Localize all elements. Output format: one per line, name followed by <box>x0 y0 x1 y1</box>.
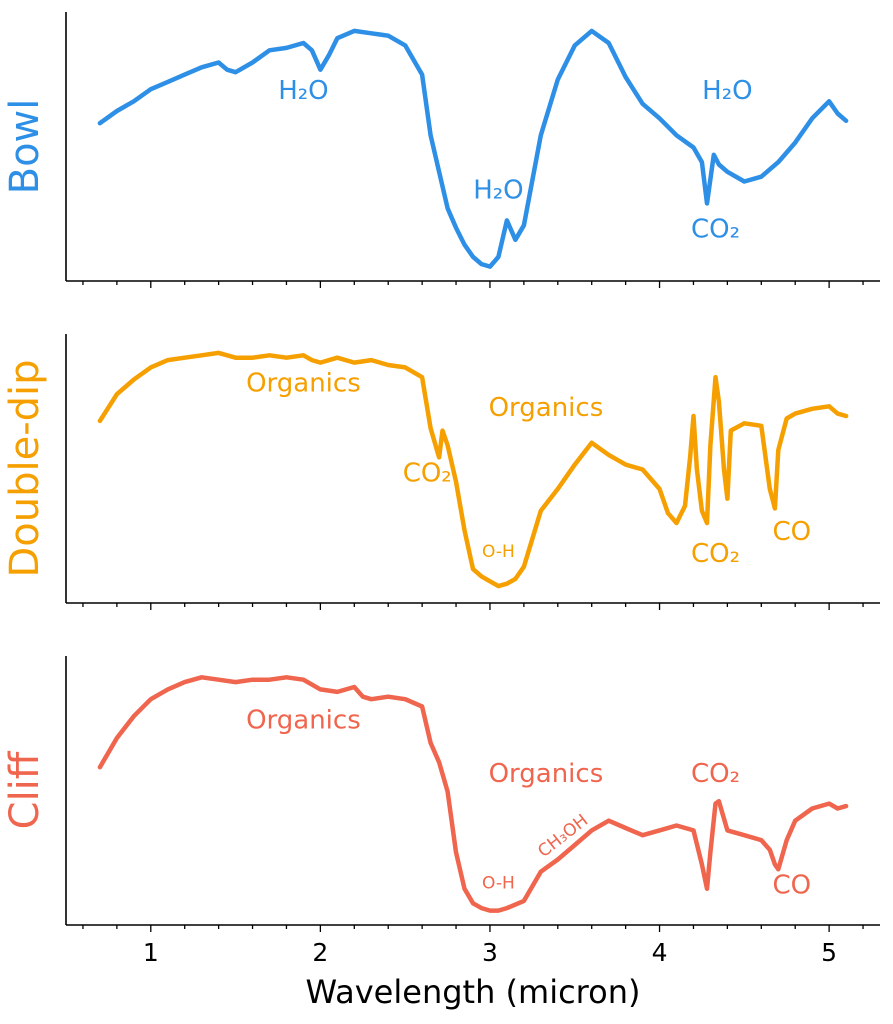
xtick-label-2: 2 <box>312 938 328 967</box>
annotation-double-dip-6: CO₂ <box>403 459 452 489</box>
bowl-ylabel: Bowl <box>2 99 48 195</box>
xtick-label-3: 3 <box>482 938 498 967</box>
xtick-label-1: 1 <box>143 938 159 967</box>
annotation-bowl-2: H₂O <box>702 76 752 106</box>
annotation-cliff-13: O-H <box>482 874 515 894</box>
double-dip-spectrum-line <box>97 350 849 589</box>
annotation-cliff-11: Organics <box>246 705 361 735</box>
cliff-ylabel: Cliff <box>2 750 48 829</box>
annotation-cliff-12: Organics <box>489 759 604 789</box>
double-dip-ylabel: Double-dip <box>2 359 48 577</box>
cliff-spectrum-line <box>97 675 849 913</box>
annotation-double-dip-4: Organics <box>246 369 361 399</box>
bowl-spectrum-line <box>97 28 849 269</box>
xtick-label-4: 4 <box>652 938 668 967</box>
annotation-double-dip-7: O-H <box>482 542 515 562</box>
annotation-cliff-16: CO <box>773 871 812 901</box>
annotation-bowl-0: H₂O <box>278 76 328 106</box>
annotation-double-dip-5: Organics <box>489 393 604 423</box>
annotation-bowl-3: CO₂ <box>691 214 740 244</box>
annotation-bowl-1: H₂O <box>473 176 523 206</box>
annotation-double-dip-8: CO₂ <box>691 539 740 569</box>
xtick-label-5: 5 <box>821 938 837 967</box>
annotation-double-dip-9: CO <box>773 517 812 547</box>
annotation-cliff-15: CO₂ <box>691 759 740 789</box>
x-axis-label: Wavelength (micron) <box>306 973 641 1011</box>
